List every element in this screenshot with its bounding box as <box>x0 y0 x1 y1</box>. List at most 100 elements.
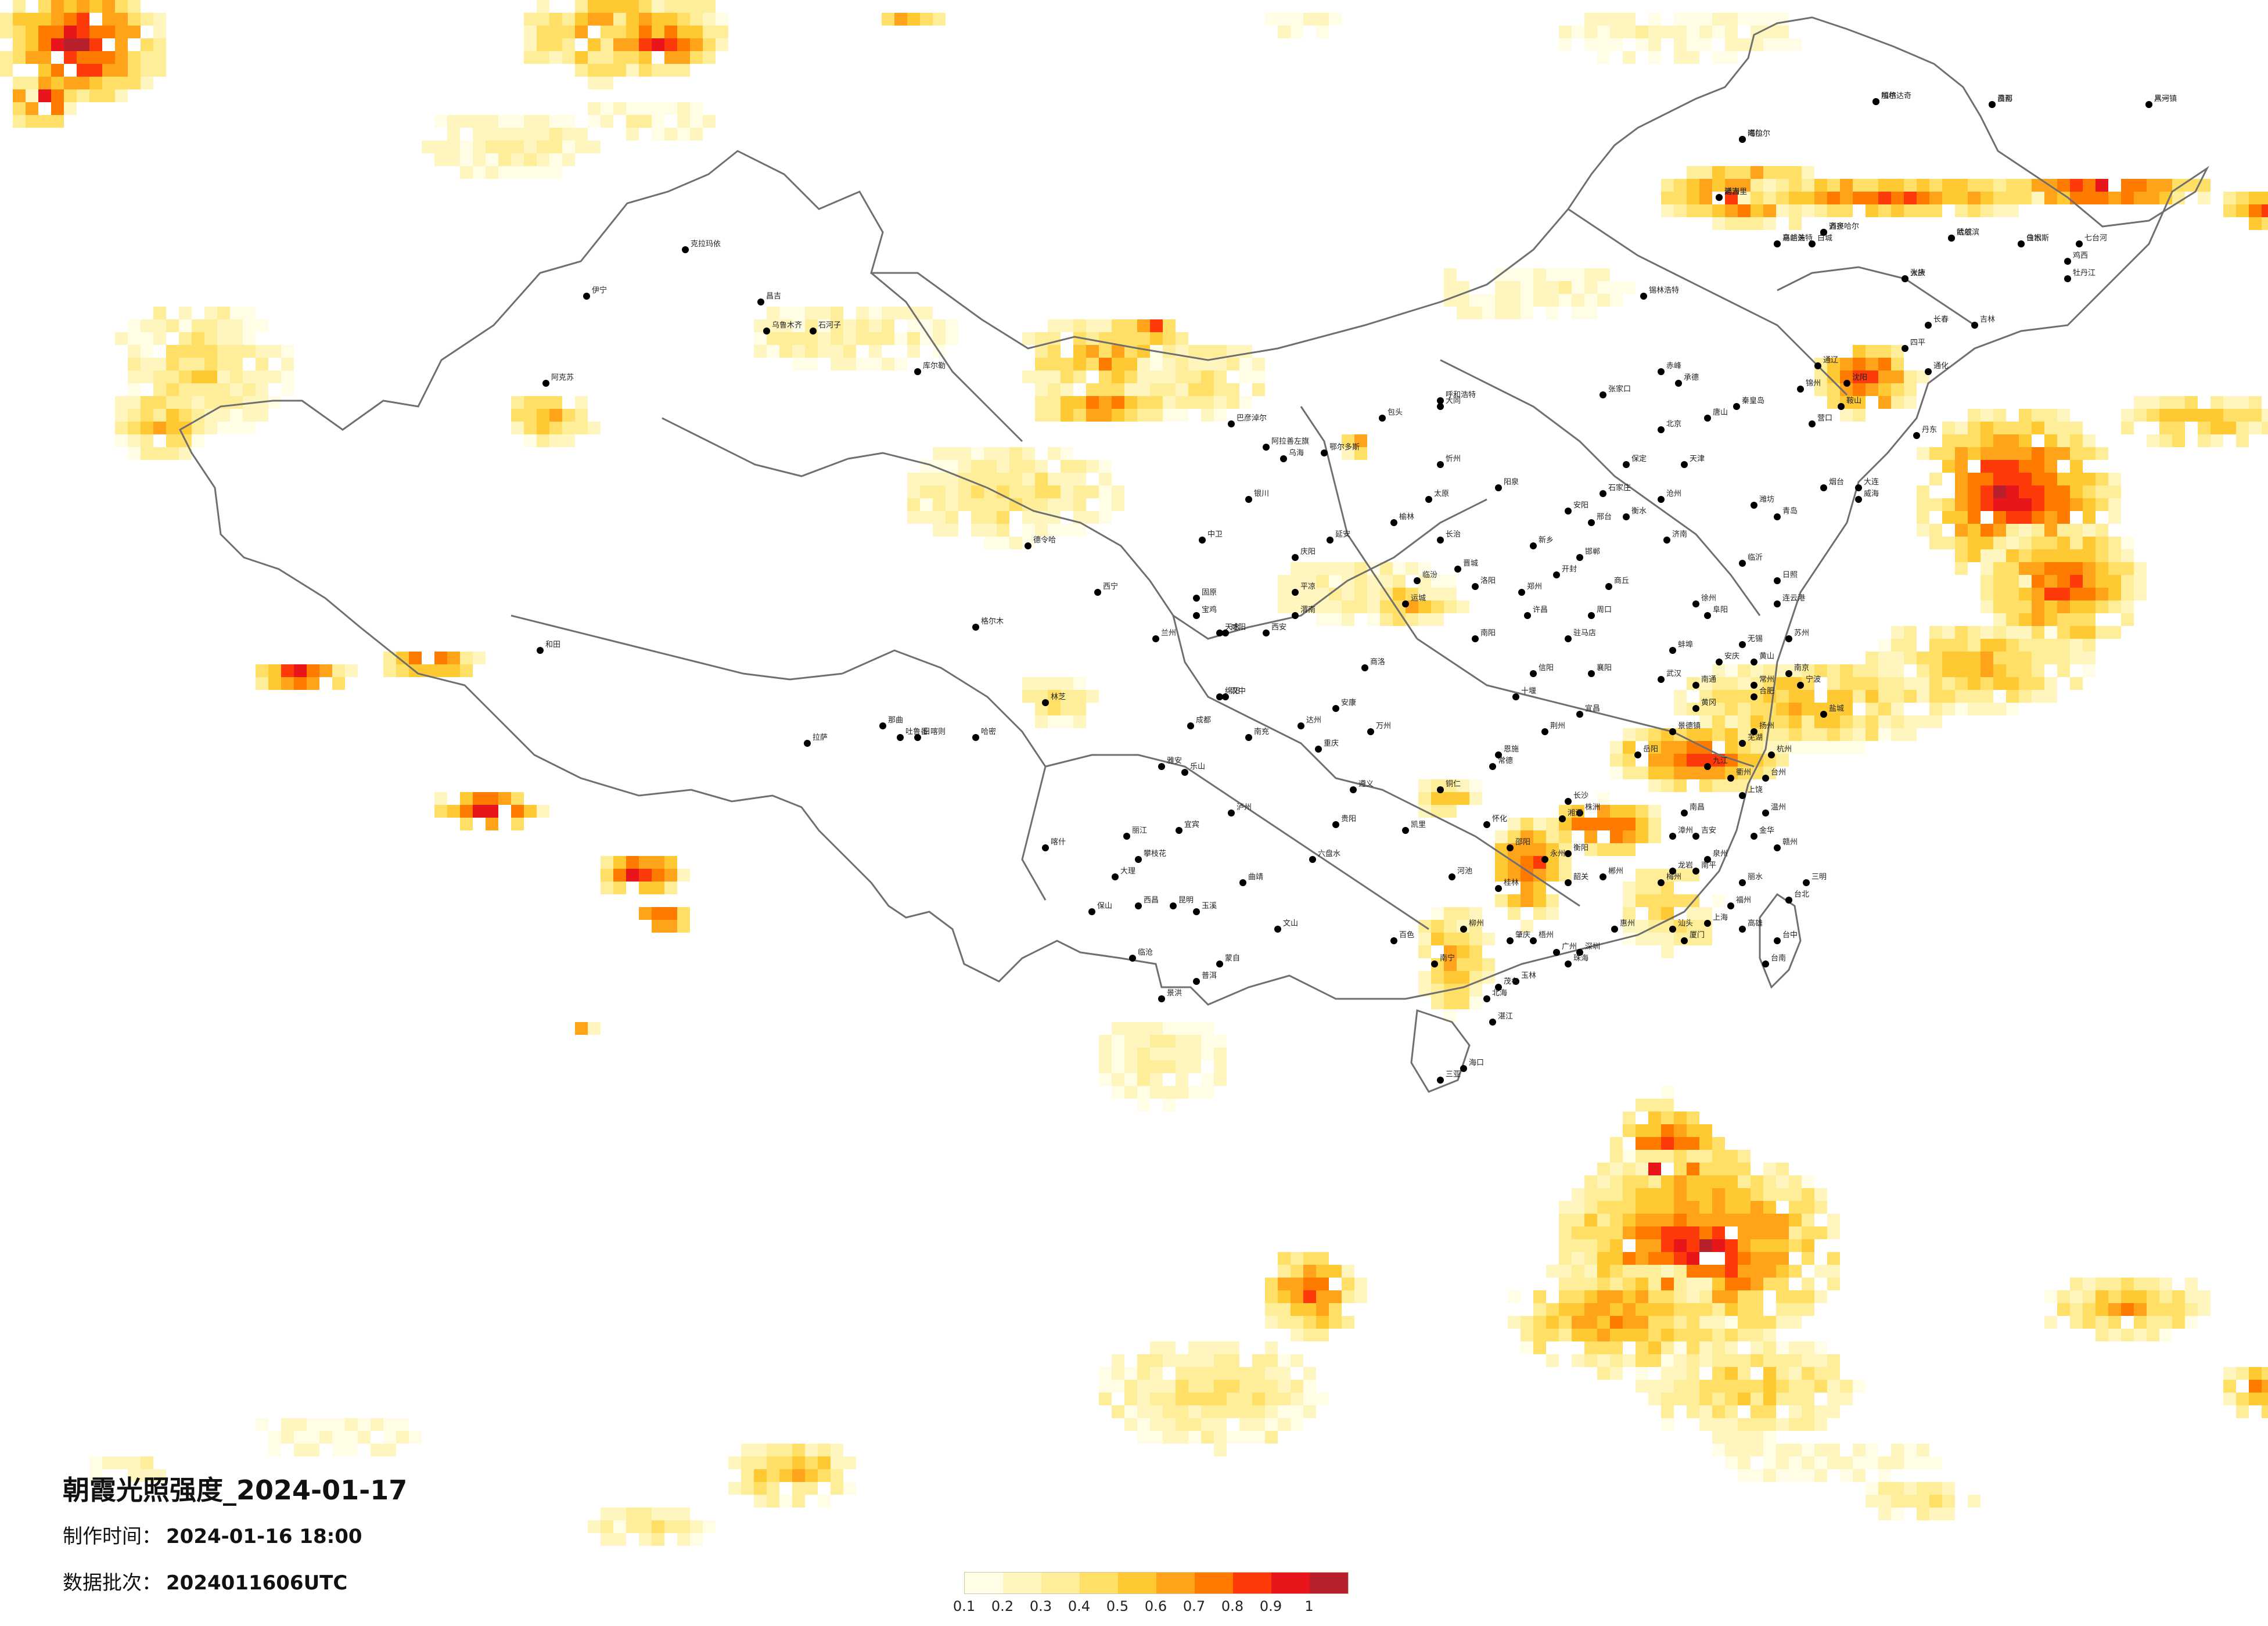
heat-cell <box>1572 1201 1584 1214</box>
heat-cell <box>51 13 64 26</box>
city-dot <box>1704 415 1711 422</box>
city-label: 高雄 <box>1748 919 1763 928</box>
heat-cell <box>2249 396 2262 409</box>
city-marker: 济南 <box>1663 530 1687 544</box>
heat-cell <box>1112 1086 1124 1099</box>
city-marker: 宁波 <box>1797 675 1821 689</box>
heat-cell <box>1227 1354 1239 1367</box>
city-dot <box>1692 705 1699 712</box>
heat-cell <box>1201 370 1214 383</box>
heat-cell <box>1048 358 1061 370</box>
city-label: 大庆 <box>1910 269 1925 278</box>
heat-cell <box>601 856 613 869</box>
heat-cell <box>2108 588 2121 600</box>
heat-cell <box>626 1520 639 1533</box>
heat-cell <box>1955 537 1968 549</box>
city-label: 四平 <box>1910 339 1925 347</box>
heat-cell <box>2223 422 2236 434</box>
heat-cell <box>1073 677 1086 690</box>
heat-cell <box>2019 422 2032 434</box>
heat-cell <box>1904 715 1917 728</box>
heat-cell <box>1201 1354 1214 1367</box>
city-dot <box>1327 537 1334 544</box>
heat-cell <box>1329 1316 1342 1329</box>
heat-cell <box>1457 997 1469 1009</box>
heat-cell <box>2083 600 2096 613</box>
city-dot <box>1454 566 1461 573</box>
heat-cell <box>907 473 920 485</box>
heat-cell <box>1891 703 1904 715</box>
city-dot <box>1472 583 1479 590</box>
heat-cell <box>268 1431 281 1444</box>
heat-cell <box>1776 1226 1789 1239</box>
heat-cell <box>677 907 690 920</box>
heat-cell <box>1725 1418 1738 1431</box>
heat-cell <box>434 115 447 128</box>
heat-cell <box>1406 613 1418 626</box>
heat-cell <box>1163 1341 1176 1354</box>
heat-cell <box>1150 370 1163 383</box>
heat-cell <box>639 1533 652 1546</box>
province-border <box>1568 208 1848 396</box>
heat-cell <box>511 128 524 141</box>
heat-cell <box>217 370 230 383</box>
city-marker: 唐山 <box>1704 408 1728 422</box>
heat-cell <box>1661 26 1674 38</box>
heat-cell <box>1725 1290 1738 1303</box>
city-dot <box>1297 722 1304 729</box>
heat-cell <box>2032 690 2044 703</box>
heat-cell <box>2236 1405 2249 1418</box>
heat-cell <box>1431 600 1444 613</box>
heat-cell <box>1278 1354 1291 1367</box>
city-dot <box>1948 235 1955 242</box>
heat-cell <box>1418 945 1431 958</box>
heat-cell <box>984 473 997 485</box>
heat-cell <box>1533 268 1546 281</box>
city-dot <box>1274 926 1281 933</box>
heat-cell <box>1278 1316 1291 1329</box>
heat-cell <box>1048 345 1061 358</box>
city-marker: 恩施 <box>1495 745 1519 758</box>
heat-cell <box>77 51 89 64</box>
heat-cell <box>204 319 217 332</box>
heat-cell <box>1751 1252 1763 1265</box>
heat-cell <box>767 332 779 345</box>
heat-cell <box>882 13 894 26</box>
heat-cell <box>1891 370 1904 383</box>
city-label: 石河子 <box>818 321 841 330</box>
heat-cell <box>1802 1456 1814 1469</box>
heat-cell <box>1533 281 1546 294</box>
heat-cell <box>1763 38 1776 51</box>
heat-cell <box>1201 1418 1214 1431</box>
heat-cell <box>1406 562 1418 575</box>
heat-cell <box>1444 281 1457 294</box>
city-dot <box>1193 978 1200 985</box>
heat-cell <box>115 396 128 409</box>
heat-cell <box>1623 1278 1636 1290</box>
city-dot <box>1152 635 1159 642</box>
heat-cell <box>1661 1137 1674 1150</box>
heat-cell <box>1112 383 1124 396</box>
heat-cell <box>588 0 601 13</box>
heat-cell <box>933 524 946 537</box>
heat-cell <box>1674 1354 1687 1367</box>
heat-cell <box>422 141 434 153</box>
city-label: 肇庆 <box>1515 931 1530 940</box>
city-label: 南宁 <box>1440 954 1455 963</box>
heat-cell <box>1137 1354 1150 1367</box>
heat-cell <box>217 383 230 396</box>
heat-cell <box>1891 664 1904 677</box>
heat-cell <box>1687 1354 1699 1367</box>
heat-cell <box>115 77 128 89</box>
heat-cell <box>2159 1278 2172 1290</box>
heat-cell <box>1661 741 1674 754</box>
heat-cell <box>26 115 38 128</box>
heat-cell <box>1955 562 1968 575</box>
heat-cell <box>1214 345 1227 358</box>
heat-cell <box>498 166 511 179</box>
heat-cell <box>1840 1380 1853 1393</box>
heat-cell <box>2262 192 2268 204</box>
city-label: 洛阳 <box>1480 577 1496 585</box>
heat-cell <box>1866 690 1878 703</box>
city-dot <box>1507 844 1514 851</box>
